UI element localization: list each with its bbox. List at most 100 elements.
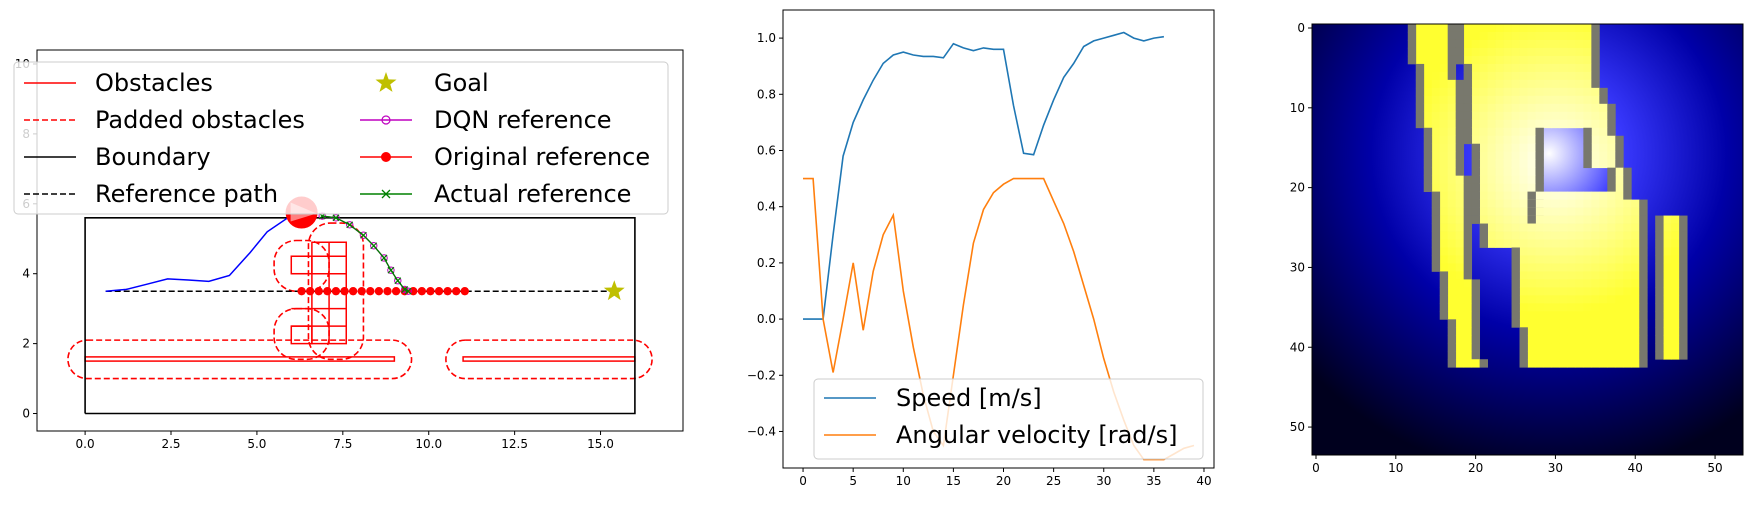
heatmap-cell bbox=[1431, 143, 1441, 153]
heatmap-cell bbox=[1535, 95, 1544, 105]
heatmap-cell bbox=[1543, 63, 1552, 73]
heatmap-cell bbox=[1455, 24, 1465, 33]
heatmap-cell bbox=[1503, 159, 1512, 169]
heatmap-cell bbox=[1487, 175, 1496, 185]
velocity-xtick-label: 5 bbox=[849, 474, 857, 488]
heatmap-cell bbox=[1479, 63, 1488, 73]
heatmap-cell bbox=[1623, 167, 1632, 177]
heatmap-cell bbox=[1599, 135, 1608, 145]
heatmap-cell bbox=[1431, 231, 1441, 240]
heatmap-cell bbox=[1607, 287, 1616, 296]
heatmap-cell bbox=[1439, 223, 1449, 232]
heatmap-cell bbox=[1559, 231, 1568, 240]
original-reference-point bbox=[340, 286, 349, 296]
heatmap-cell bbox=[1679, 311, 1688, 320]
heatmap-cell bbox=[1599, 159, 1608, 169]
heatmap-cell bbox=[1519, 119, 1528, 129]
heatmap-cell bbox=[1575, 215, 1584, 224]
heatmap-cell bbox=[1559, 351, 1568, 360]
heatmap-cell bbox=[1591, 87, 1600, 97]
heatmap-cell bbox=[1615, 175, 1624, 185]
heatmap-cell bbox=[1607, 215, 1616, 224]
heatmap-cell bbox=[1471, 343, 1481, 352]
heatmap-cell bbox=[1599, 231, 1608, 240]
heatmap-cell bbox=[1551, 311, 1560, 320]
heatmap-cell bbox=[1527, 303, 1536, 312]
heatmap-cell bbox=[1431, 191, 1441, 200]
heatmap-cell bbox=[1671, 295, 1680, 304]
heatmap-cell bbox=[1535, 175, 1544, 185]
heatmap-cell bbox=[1503, 207, 1512, 216]
actual-reference-point bbox=[346, 221, 354, 229]
heatmap-cell bbox=[1559, 223, 1568, 232]
heatmap-cell bbox=[1591, 359, 1600, 368]
heatmap-cell bbox=[1583, 159, 1592, 169]
heatmap-cell bbox=[1679, 319, 1688, 328]
heatmap-cell bbox=[1447, 135, 1457, 145]
heatmap-cell bbox=[1519, 199, 1528, 208]
heatmap-cell bbox=[1535, 24, 1544, 33]
heatmap-cell bbox=[1527, 95, 1536, 105]
heatmap-cell bbox=[1551, 71, 1560, 81]
heatmap-cell bbox=[1527, 87, 1536, 97]
actual-reference-point bbox=[370, 242, 378, 250]
heatmap-cell bbox=[1599, 87, 1608, 97]
heatmap-cell bbox=[1439, 95, 1449, 105]
heatmap-cell bbox=[1583, 247, 1592, 256]
dqn-reference-point bbox=[359, 231, 368, 239]
heatmap-cell bbox=[1527, 295, 1536, 304]
heatmap-cell bbox=[1439, 151, 1449, 161]
heatmap-cell bbox=[1591, 215, 1600, 224]
heatmap-cell bbox=[1463, 279, 1473, 288]
heatmap-cell bbox=[1503, 39, 1512, 49]
heatmap-cell bbox=[1631, 319, 1640, 328]
heatmap-cell bbox=[1599, 127, 1608, 137]
heatmap-cell bbox=[1575, 103, 1584, 113]
heatmap-cell bbox=[1495, 87, 1504, 97]
heatmap-cell bbox=[1679, 239, 1688, 248]
velocity-xtick-label: 30 bbox=[1096, 474, 1111, 488]
heatmap-cell bbox=[1575, 39, 1584, 49]
heatmap-cell bbox=[1599, 327, 1608, 336]
heatmap-cell bbox=[1431, 39, 1441, 49]
heatmap-cell bbox=[1463, 239, 1473, 248]
actual-reference-point bbox=[394, 277, 402, 285]
heatmap-cell bbox=[1519, 287, 1528, 296]
heatmap-cell bbox=[1535, 167, 1544, 177]
heatmap-cell bbox=[1455, 111, 1465, 121]
heatmap-cell bbox=[1663, 247, 1672, 256]
heatmap-cell bbox=[1551, 247, 1560, 256]
heatmap-cell bbox=[1471, 303, 1481, 312]
heatmap-cell bbox=[1583, 271, 1592, 280]
heatmap-cell bbox=[1551, 343, 1560, 352]
heatmap-cell bbox=[1511, 255, 1520, 264]
heatmap-cell bbox=[1567, 87, 1576, 97]
heatmap-cell bbox=[1527, 319, 1536, 328]
legend-label: DQN reference bbox=[434, 106, 612, 134]
heatmap-cell bbox=[1551, 103, 1560, 113]
heatmap-cell bbox=[1439, 79, 1449, 89]
heatmap-cell bbox=[1639, 319, 1648, 328]
legend-label: Original reference bbox=[434, 143, 650, 171]
heatmap-cell bbox=[1591, 263, 1600, 272]
heatmap-cell bbox=[1559, 199, 1568, 208]
heatmap-cell bbox=[1455, 47, 1465, 57]
heatmap-cell bbox=[1487, 143, 1496, 153]
heatmap-cell bbox=[1559, 79, 1568, 89]
heatmap-cell bbox=[1471, 279, 1481, 288]
heatmap-cell bbox=[1439, 255, 1449, 264]
heatmap-cell bbox=[1495, 95, 1504, 105]
heatmap-cell bbox=[1615, 279, 1624, 288]
heatmap-cell bbox=[1591, 303, 1600, 312]
heatmap-cell bbox=[1567, 47, 1576, 57]
velocity-ytick-label: 1.0 bbox=[757, 31, 776, 45]
heatmap-cell bbox=[1439, 55, 1449, 65]
heatmap-cell bbox=[1431, 24, 1441, 33]
velocity-ytick-label: −0.2 bbox=[747, 368, 776, 382]
heatmap-cell bbox=[1567, 111, 1576, 121]
heatmap-cell bbox=[1535, 71, 1544, 81]
heatmap-cell bbox=[1431, 135, 1441, 145]
heatmap-cell bbox=[1527, 183, 1536, 193]
heatmap-cell bbox=[1447, 287, 1457, 296]
heatmap-cell bbox=[1447, 255, 1457, 264]
